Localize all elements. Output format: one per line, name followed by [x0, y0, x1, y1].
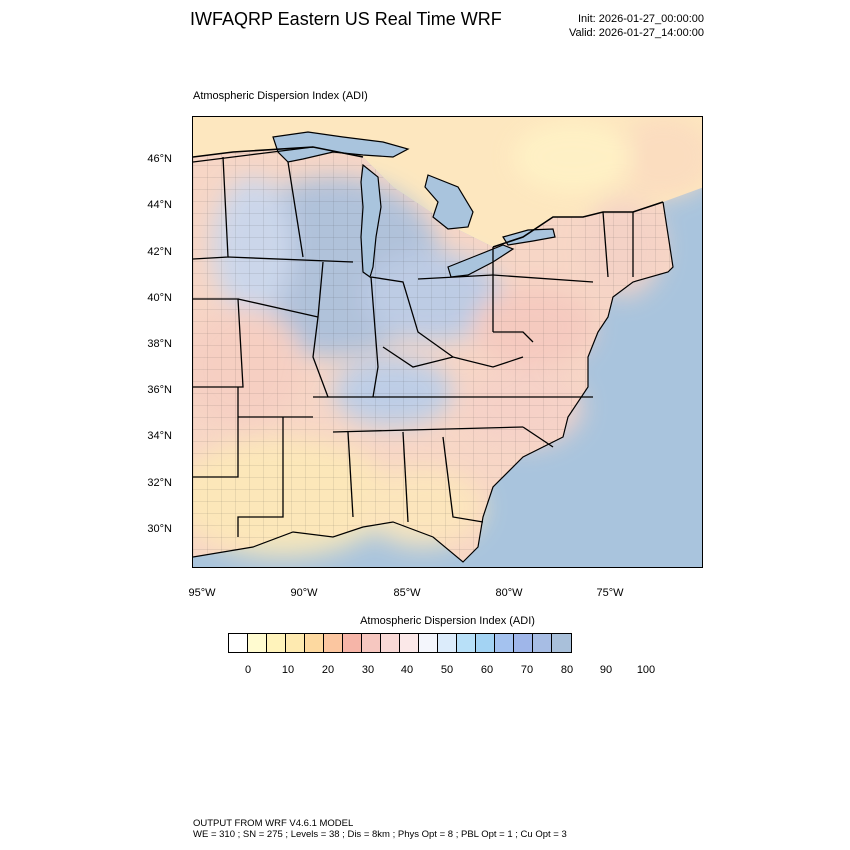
international-border [193, 146, 664, 248]
colorbar-tick-label: 60 [480, 664, 494, 676]
colorbar-cell [248, 634, 267, 652]
lon-label: 85°W [393, 587, 421, 599]
init-time: Init: 2026-01-27_00:00:00 [578, 13, 704, 25]
county-lines [193, 147, 673, 562]
state-boundaries [193, 146, 634, 537]
colorbar-cell [495, 634, 514, 652]
lat-label: 30°N [147, 523, 172, 535]
valid-time: Valid: 2026-01-27_14:00:00 [569, 27, 704, 39]
colorbar-cell [381, 634, 400, 652]
lon-label: 75°W [596, 587, 624, 599]
colorbar-cell [419, 634, 438, 652]
model-config: WE = 310 ; SN = 275 ; Levels = 38 ; Dis … [193, 829, 567, 840]
colorbar-tick-label: 100 [636, 664, 656, 676]
lake-superior [272, 131, 410, 163]
lake-ontario [502, 228, 556, 246]
colorbar-tick-label: 50 [440, 664, 454, 676]
lon-label: 80°W [495, 587, 523, 599]
lat-label: 36°N [147, 384, 172, 396]
colorbar-tick-label: 30 [361, 664, 375, 676]
colorbar [228, 633, 572, 653]
colorbar-cell [362, 634, 381, 652]
colorbar-tick-label: 40 [400, 664, 414, 676]
colorbar-tick-label: 80 [560, 664, 574, 676]
colorbar-cell [305, 634, 324, 652]
coastline [193, 201, 674, 563]
colorbar-cell [324, 634, 343, 652]
colorbar-cell [476, 634, 495, 652]
lat-label: 44°N [147, 199, 172, 211]
lat-label: 32°N [147, 477, 172, 489]
lat-label: 38°N [147, 338, 172, 350]
colorbar-cell [286, 634, 305, 652]
adi-map [193, 117, 702, 567]
colorbar-tick-label: 90 [599, 664, 613, 676]
colorbar-cell [229, 634, 248, 652]
lake-huron [424, 174, 474, 230]
figure-title: IWFAQRP Eastern US Real Time WRF [190, 9, 502, 29]
colorbar-cell [514, 634, 533, 652]
lat-label: 34°N [147, 430, 172, 442]
colorbar-cell [457, 634, 476, 652]
lat-label: 46°N [147, 153, 172, 165]
great-lakes [272, 131, 556, 278]
colorbar-cell [400, 634, 419, 652]
lon-label: 90°W [290, 587, 318, 599]
lat-label: 40°N [147, 292, 172, 304]
lon-label: 95°W [188, 587, 216, 599]
colorbar-cell [533, 634, 552, 652]
colorbar-cell [343, 634, 362, 652]
plot-title: Atmospheric Dispersion Index (ADI) [193, 90, 368, 102]
colorbar-cell [267, 634, 286, 652]
colorbar-tick-label: 20 [321, 664, 335, 676]
model-info: OUTPUT FROM WRF V4.6.1 MODEL [193, 818, 354, 829]
map-panel [192, 116, 703, 568]
lake-michigan [360, 163, 382, 278]
colorbar-tick-label: 0 [244, 664, 252, 676]
colorbar-cell [552, 634, 571, 652]
colorbar-title: Atmospheric Dispersion Index (ADI) [360, 615, 535, 627]
colorbar-tick-label: 10 [281, 664, 295, 676]
lat-label: 42°N [147, 246, 172, 258]
colorbar-tick-label: 70 [520, 664, 534, 676]
colorbar-cell [438, 634, 457, 652]
